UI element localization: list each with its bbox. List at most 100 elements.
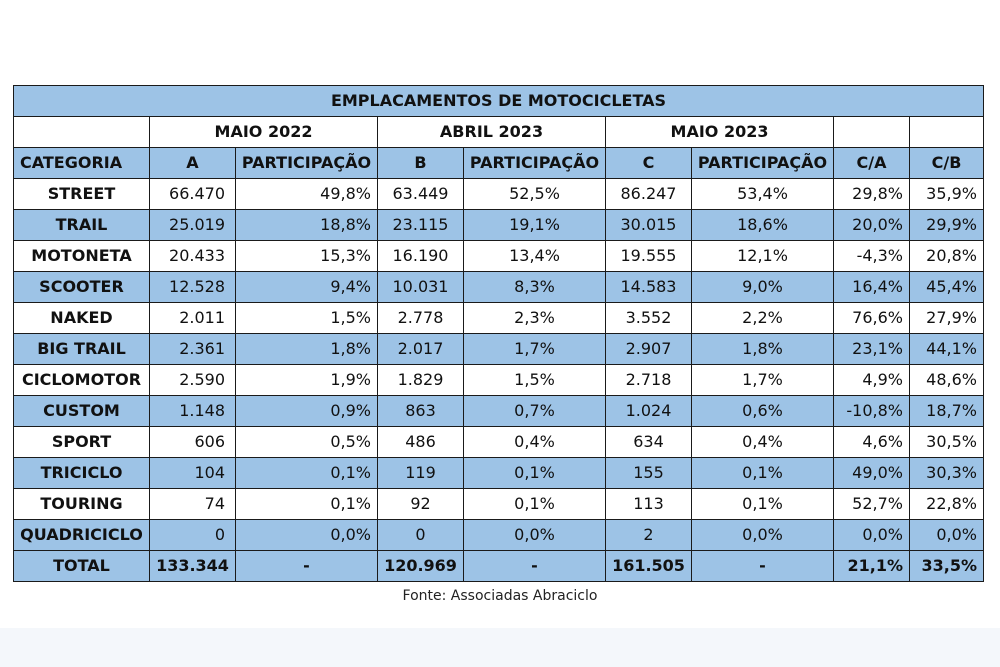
table-cell: 0,4%	[463, 426, 606, 458]
group-header-empty	[909, 116, 984, 148]
column-header-row: CATEGORIA A PARTICIPAÇÃO B PARTICIPAÇÃO …	[13, 147, 984, 179]
table-row: SPORT 606 0,5% 486 0,4% 634 0,4% 4,6% 30,5%	[13, 426, 984, 458]
category-cell: BIG TRAIL	[13, 333, 150, 365]
table-cell: 23,1%	[833, 333, 910, 365]
table-cell: -10,8%	[833, 395, 910, 427]
group-header-empty	[13, 116, 150, 148]
table-cell: 18,7%	[909, 395, 984, 427]
table-cell: 19.555	[605, 240, 692, 272]
table-cell: 2.907	[605, 333, 692, 365]
column-header: B	[377, 147, 464, 179]
table-cell: 15,3%	[235, 240, 378, 272]
table-cell: 2,3%	[463, 302, 606, 334]
column-header: C/B	[909, 147, 984, 179]
table-cell: 35,9%	[909, 178, 984, 210]
table-cell: 21,1%	[833, 550, 910, 582]
table-row: CUSTOM 1.148 0,9% 863 0,7% 1.024 0,6% -10,8% 18,…	[13, 395, 984, 427]
table-cell: 119	[377, 457, 464, 489]
table-cell: 9,4%	[235, 271, 378, 303]
table-cell: 20.433	[149, 240, 236, 272]
column-header: A	[149, 147, 236, 179]
table-cell: 4,9%	[833, 364, 910, 396]
category-cell: TRICICLO	[13, 457, 150, 489]
bottom-band	[0, 628, 1000, 667]
table-cell: 52,5%	[463, 178, 606, 210]
table-cell: 76,6%	[833, 302, 910, 334]
table-cell: 18,8%	[235, 209, 378, 241]
table-cell: 49,8%	[235, 178, 378, 210]
category-cell: CUSTOM	[13, 395, 150, 427]
column-header: PARTICIPAÇÃO	[235, 147, 378, 179]
category-cell: NAKED	[13, 302, 150, 334]
table-cell: 8,3%	[463, 271, 606, 303]
group-header-may-2023: MAIO 2023	[605, 116, 834, 148]
table-cell: 2.590	[149, 364, 236, 396]
table-cell: 0,0%	[833, 519, 910, 551]
table-cell: -	[235, 550, 378, 582]
table-cell: 48,6%	[909, 364, 984, 396]
table-cell: 13,4%	[463, 240, 606, 272]
table-cell: -	[691, 550, 834, 582]
column-header: C/A	[833, 147, 910, 179]
category-cell: TRAIL	[13, 209, 150, 241]
table-row: MOTONETA 20.433 15,3% 16.190 13,4% 19.555 12,1…	[13, 240, 984, 272]
table-cell: 2.718	[605, 364, 692, 396]
table-cell: 92	[377, 488, 464, 520]
table-cell: 863	[377, 395, 464, 427]
table-row: TRICICLO 104 0,1% 119 0,1% 155 0,1% 49,0% 30,3%	[13, 457, 984, 489]
table-cell: 16.190	[377, 240, 464, 272]
table-cell: 1,7%	[463, 333, 606, 365]
table-cell: 0,7%	[463, 395, 606, 427]
title-row: EMPLACAMENTOS DE MOTOCICLETAS	[13, 85, 984, 117]
table-cell: 0,1%	[235, 457, 378, 489]
table-cell: 104	[149, 457, 236, 489]
table-cell: 45,4%	[909, 271, 984, 303]
table-cell: 161.505	[605, 550, 692, 582]
category-cell: TOTAL	[13, 550, 150, 582]
table-cell: 18,6%	[691, 209, 834, 241]
table-cell: 486	[377, 426, 464, 458]
total-row: TOTAL 133.344-120.969-161.505-21,1% 33,5%	[13, 550, 984, 582]
category-cell: QUADRICICLO	[13, 519, 150, 551]
table-cell: 1,8%	[235, 333, 378, 365]
table-cell: 30.015	[605, 209, 692, 241]
table-cell: 12.528	[149, 271, 236, 303]
table-cell: 2.778	[377, 302, 464, 334]
group-header-may-2022: MAIO 2022	[149, 116, 378, 148]
table-row: TOURING 74 0,1% 92 0,1% 113 0,1% 52,7% 22,8%	[13, 488, 984, 520]
table-cell: 0	[377, 519, 464, 551]
table-cell: 29,8%	[833, 178, 910, 210]
table-cell: 0,9%	[235, 395, 378, 427]
column-header: CATEGORIA	[13, 147, 150, 179]
table-row: TRAIL 25.019 18,8% 23.115 19,1% 30.015 18,6% 20…	[13, 209, 984, 241]
category-cell: SCOOTER	[13, 271, 150, 303]
table-cell: 0,1%	[235, 488, 378, 520]
table-cell: 63.449	[377, 178, 464, 210]
table-cell: 606	[149, 426, 236, 458]
table-cell: 1,9%	[235, 364, 378, 396]
table-cell: 0,1%	[691, 457, 834, 489]
table-row: BIG TRAIL 2.361 1,8% 2.017 1,7% 2.907 1,8% 23,1…	[13, 333, 984, 365]
category-cell: MOTONETA	[13, 240, 150, 272]
table-cell: 2	[605, 519, 692, 551]
table-cell: 14.583	[605, 271, 692, 303]
table-row: SCOOTER 12.528 9,4% 10.031 8,3% 14.583 9,0% 16,…	[13, 271, 984, 303]
table-cell: -4,3%	[833, 240, 910, 272]
table-cell: 23.115	[377, 209, 464, 241]
table-cell: 1,5%	[463, 364, 606, 396]
category-cell: STREET	[13, 178, 150, 210]
table-cell: 2.017	[377, 333, 464, 365]
table-cell: 12,1%	[691, 240, 834, 272]
table-cell: 0,1%	[463, 488, 606, 520]
source-note: Fonte: Associadas Abraciclo	[402, 588, 598, 604]
category-cell: CICLOMOTOR	[13, 364, 150, 396]
table-cell: 634	[605, 426, 692, 458]
table-cell: 22,8%	[909, 488, 984, 520]
group-header-april-2023: ABRIL 2023	[377, 116, 606, 148]
table-cell: 1,7%	[691, 364, 834, 396]
table-cell: 2.011	[149, 302, 236, 334]
table-cell: 19,1%	[463, 209, 606, 241]
table-cell: 30,3%	[909, 457, 984, 489]
table-cell: 4,6%	[833, 426, 910, 458]
table-cell: 3.552	[605, 302, 692, 334]
